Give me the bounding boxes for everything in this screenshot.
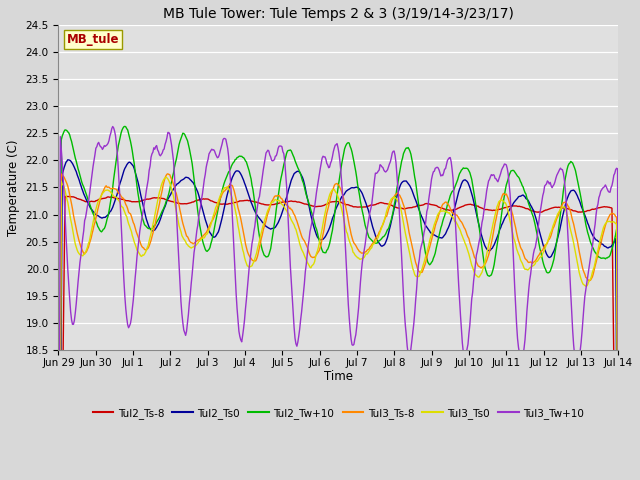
X-axis label: Time: Time: [324, 371, 353, 384]
Y-axis label: Temperature (C): Temperature (C): [7, 139, 20, 236]
Title: MB Tule Tower: Tule Temps 2 & 3 (3/19/14-3/23/17): MB Tule Tower: Tule Temps 2 & 3 (3/19/14…: [163, 7, 514, 21]
Legend: Tul2_Ts-8, Tul2_Ts0, Tul2_Tw+10, Tul3_Ts-8, Tul3_Ts0, Tul3_Tw+10: Tul2_Ts-8, Tul2_Ts0, Tul2_Tw+10, Tul3_Ts…: [88, 404, 589, 423]
Text: MB_tule: MB_tule: [67, 33, 120, 46]
